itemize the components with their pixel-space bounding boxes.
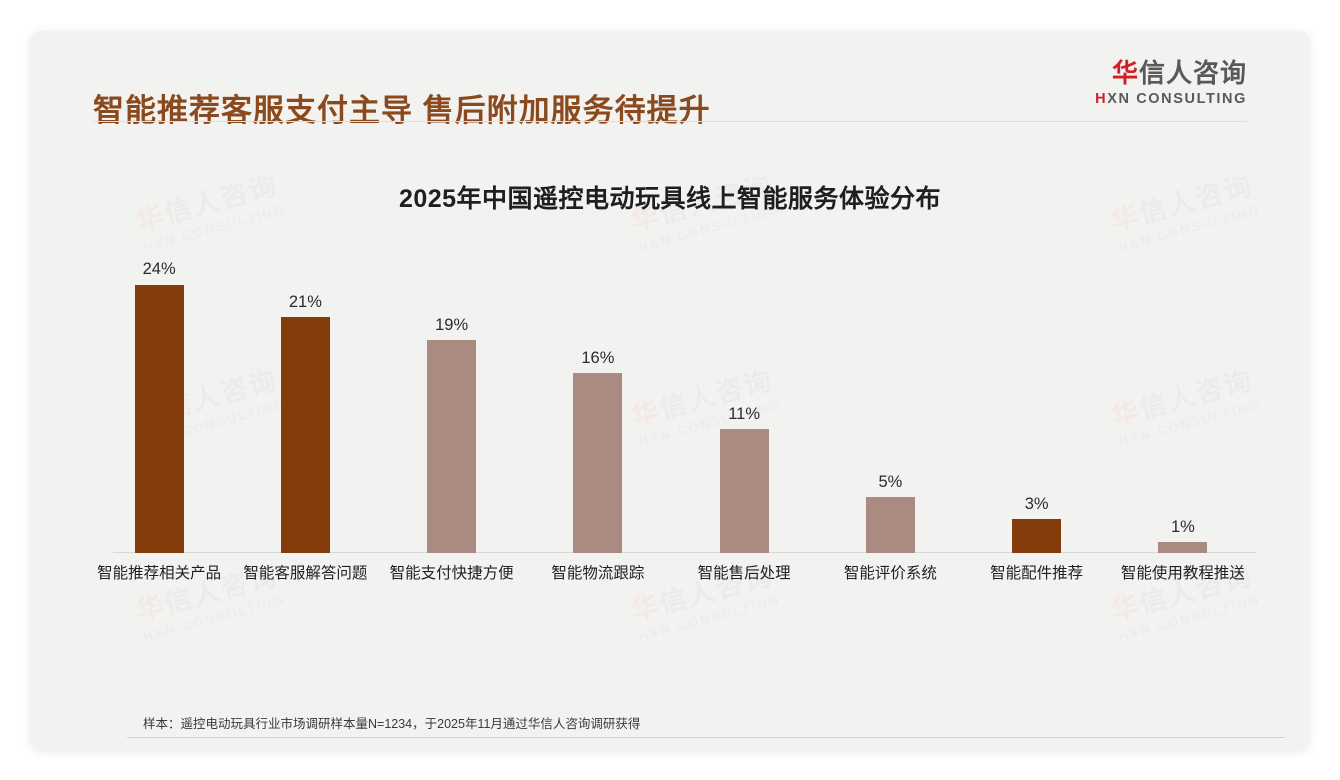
x-axis-label: 智能支付快捷方便 <box>389 565 514 582</box>
bar-value-label: 1% <box>1170 517 1195 536</box>
logo-chinese-text: 华信人咨询 <box>1095 58 1247 89</box>
x-axis-label: 智能配件推荐 <box>990 565 1084 582</box>
bar-value-label: 11% <box>728 404 761 423</box>
header-divider <box>93 121 1247 122</box>
sample-footnote: 样本：遥控电动玩具行业市场调研样本量N=1234，于2025年11月通过华信人咨… <box>143 717 641 731</box>
logo-cn-rest: 信人咨询 <box>1138 58 1247 88</box>
bar-value-label: 24% <box>142 260 176 278</box>
chart-plot-area: 24% 21% 19% 16% 11% 5% 3% 1% <box>86 261 1256 553</box>
bar[interactable] <box>280 317 330 553</box>
bar[interactable] <box>719 429 769 553</box>
bar-group: 16% <box>525 261 671 553</box>
x-axis-label: 智能评价系统 <box>843 565 937 582</box>
bar[interactable] <box>1158 542 1208 553</box>
x-axis-labels: 智能推荐相关产品 智能客服解答问题 智能支付快捷方便 智能物流跟踪 智能售后处理 智能评价… <box>86 561 1256 583</box>
logo-en-rest: XN CONSULTING <box>1107 90 1247 107</box>
x-axis-label: 智能物流跟踪 <box>551 565 645 582</box>
bar-value-label: 21% <box>288 292 322 311</box>
bar-group: 19% <box>379 261 525 553</box>
bar[interactable] <box>427 340 477 553</box>
logo-english-text: HXN CONSULTING <box>1095 91 1247 107</box>
bar-group: 24% <box>86 261 232 553</box>
chart-title: 2025年中国遥控电动玩具线上智能服务体验分布 <box>398 185 942 213</box>
bar-group: 1% <box>1110 261 1256 553</box>
x-axis-label: 智能使用教程推送 <box>1120 565 1245 582</box>
bar-group: 11% <box>671 261 817 553</box>
bar[interactable] <box>134 284 184 553</box>
bar-value-label: 19% <box>435 315 469 334</box>
bar-value-label: 3% <box>1024 494 1049 513</box>
x-axis-label: 智能客服解答问题 <box>243 565 368 582</box>
x-axis-label: 智能推荐相关产品 <box>97 565 222 582</box>
bar-group: 21% <box>232 261 378 553</box>
bar-group: 3% <box>964 261 1110 553</box>
slide-header: 智能推荐客服支付主导 售后附加服务待提升 华信人咨询 HXN CONSULTIN… <box>31 31 1309 128</box>
slide-footer: ©2026.1 HXR华信人咨询 www.hxrcon.com <box>31 743 1309 749</box>
bar-value-label: 5% <box>878 472 903 491</box>
bar-series: 24% 21% 19% 16% 11% 5% 3% 1% <box>86 261 1256 553</box>
copyright-text: ©2026.1 HXR华信人咨询 <box>131 748 271 749</box>
x-axis-label: 智能售后处理 <box>697 565 791 582</box>
footer-divider <box>127 737 1285 738</box>
bar[interactable] <box>573 373 623 553</box>
bar-value-label: 16% <box>581 348 615 367</box>
page-title: 智能推荐客服支付主导 售后附加服务待提升 <box>93 93 711 128</box>
logo-cn-red-char: 华 <box>1111 58 1139 88</box>
bar-group: 5% <box>817 261 963 553</box>
x-axis-line <box>113 552 1256 553</box>
logo-en-red-char: H <box>1095 90 1108 107</box>
slide-card: 华信人咨询 HXN CONSULTING 华信人咨询 HXN CONSULTING 华信… <box>31 31 1309 749</box>
bar[interactable] <box>865 497 915 553</box>
bar[interactable] <box>1012 519 1062 553</box>
brand-logo: 华信人咨询 HXN CONSULTING <box>1095 58 1247 107</box>
